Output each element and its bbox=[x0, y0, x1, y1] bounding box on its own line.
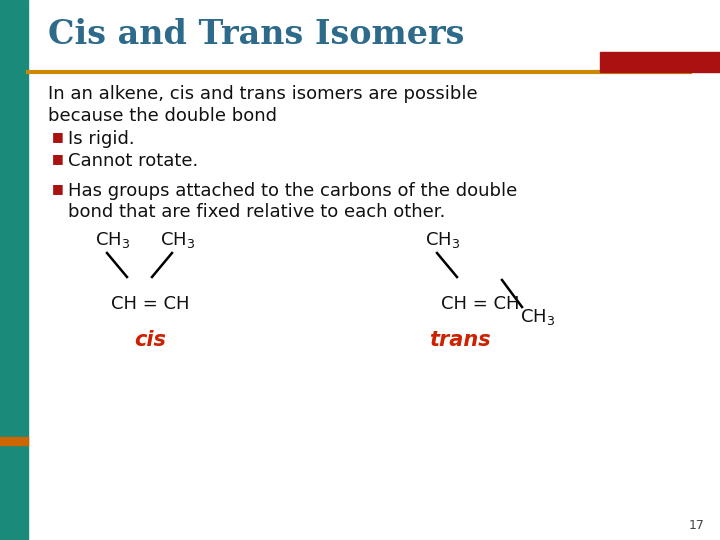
Text: because the double bond: because the double bond bbox=[48, 107, 277, 125]
Text: CH$_3$: CH$_3$ bbox=[95, 230, 130, 250]
Text: bond that are fixed relative to each other.: bond that are fixed relative to each oth… bbox=[68, 203, 446, 221]
Bar bbox=[600, 52, 720, 72]
Text: ■: ■ bbox=[52, 152, 64, 165]
Text: ■: ■ bbox=[52, 182, 64, 195]
Text: cis: cis bbox=[134, 330, 166, 350]
Text: CH$_3$: CH$_3$ bbox=[520, 307, 555, 327]
Text: ■: ■ bbox=[52, 130, 64, 143]
Text: 17: 17 bbox=[689, 519, 705, 532]
Text: CH = CH: CH = CH bbox=[441, 295, 519, 313]
Text: Has groups attached to the carbons of the double: Has groups attached to the carbons of th… bbox=[68, 182, 517, 200]
Text: trans: trans bbox=[429, 330, 491, 350]
Text: CH$_3$: CH$_3$ bbox=[425, 230, 460, 250]
Text: Cannot rotate.: Cannot rotate. bbox=[68, 152, 198, 170]
Text: Is rigid.: Is rigid. bbox=[68, 130, 135, 148]
Text: In an alkene, cis and trans isomers are possible: In an alkene, cis and trans isomers are … bbox=[48, 85, 477, 103]
Text: Cis and Trans Isomers: Cis and Trans Isomers bbox=[48, 18, 464, 51]
Text: CH = CH: CH = CH bbox=[111, 295, 189, 313]
Bar bbox=[0, 437, 28, 445]
Bar bbox=[0, 0, 28, 540]
Text: CH$_3$: CH$_3$ bbox=[160, 230, 195, 250]
